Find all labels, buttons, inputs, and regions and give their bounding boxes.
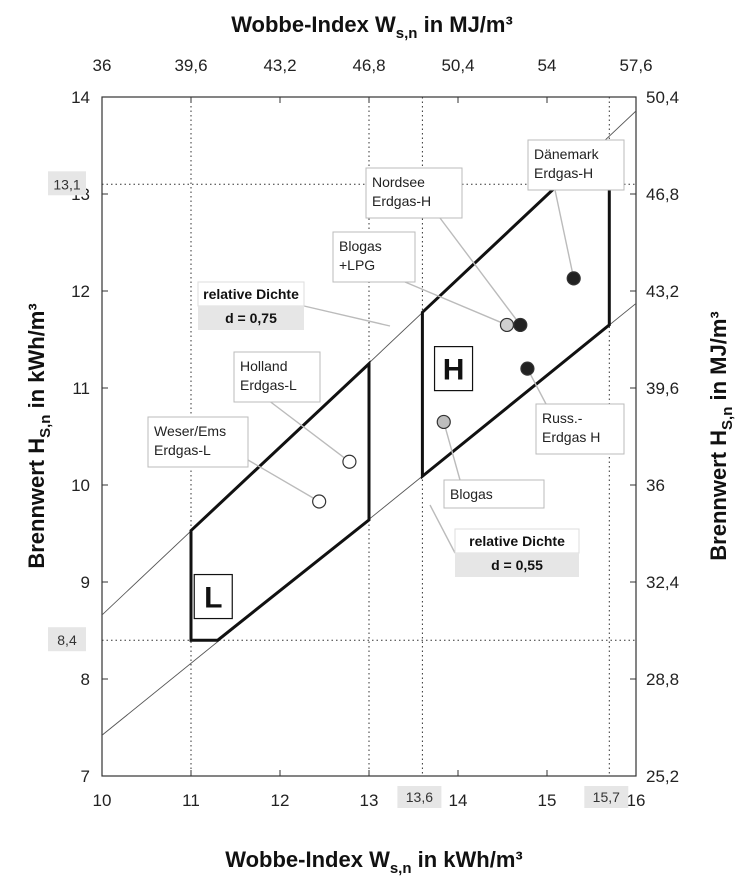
left-axis-title-unit: in kWh/m³ [24, 303, 49, 414]
callout-leader [555, 190, 574, 278]
x-bottom-tick-label: 16 [627, 791, 646, 810]
y-right-tick-label: 25,2 [646, 767, 679, 786]
callout-label: Erdgas-H [372, 193, 431, 209]
y-left-tick-label: 12 [71, 282, 90, 301]
callout-label: +LPG [339, 257, 375, 273]
callout-label: Erdgas H [542, 429, 600, 445]
plot-area: 10 11 12 13 14 15 16 36 39,6 43,2 46,8 50,4 54 57,6 7 8… [48, 56, 679, 810]
top-axis-title: Wobbe-Index Ws,n in MJ/m³ [231, 12, 513, 42]
data-point [500, 318, 513, 331]
right-axis-title: Brennwert HS,n in MJ/m³ [706, 311, 736, 560]
x-bottom-tick-label: 15 [538, 791, 557, 810]
region-H-label: H [443, 354, 465, 387]
top-axis-title-main: Wobbe-Index W [231, 12, 396, 37]
callout-label: Erdgas-L [240, 377, 297, 393]
data-point [343, 455, 356, 468]
top-axis-title-sub: s,n [396, 25, 418, 42]
y-left-tick-label: 9 [81, 573, 90, 592]
callout-label: Weser/Ems [154, 423, 226, 439]
callout-label: Blogas [450, 486, 493, 502]
density-callout-leader [304, 306, 390, 326]
region-L-label: L [204, 582, 222, 615]
callout-label: Erdgas-H [534, 165, 593, 181]
highlight-y-label: 13,1 [53, 176, 80, 192]
bottom-axis-title: Wobbe-Index Ws,n in kWh/m³ [225, 847, 523, 876]
highlight-y-label: 8,4 [57, 632, 77, 648]
callout-leader [405, 282, 507, 325]
right-axis-title-unit: in MJ/m³ [706, 311, 731, 406]
top-axis-title-unit: in MJ/m³ [417, 12, 512, 37]
y-right-tick-label: 32,4 [646, 573, 679, 592]
y-right-tick-label: 28,8 [646, 670, 679, 689]
y-right-tick-label: 36 [646, 476, 665, 495]
bottom-axis-title-main: Wobbe-Index W [225, 847, 390, 872]
y-left-tick-label: 7 [81, 767, 90, 786]
y-right-tick-label: 50,4 [646, 88, 679, 107]
density-callout-value: d = 0,55 [491, 557, 543, 573]
callout-leader [440, 218, 520, 325]
x-top-tick-label: 57,6 [619, 56, 652, 75]
bottom-axis-title-sub: s,n [390, 860, 412, 876]
density-callout-name: relative Dichte [203, 286, 299, 302]
x-bottom-tick-label: 10 [93, 791, 112, 810]
right-axis-title-main: Brennwert H [706, 430, 731, 561]
x-top-tick-label: 46,8 [352, 56, 385, 75]
data-point [437, 415, 450, 428]
density-callout-name: relative Dichte [469, 533, 565, 549]
callout-label: Holland [240, 358, 287, 374]
y-right-tick-label: 46,8 [646, 185, 679, 204]
density-callout-value: d = 0,75 [225, 310, 277, 326]
x-bottom-tick-label: 12 [271, 791, 290, 810]
x-top-tick-label: 36 [93, 56, 112, 75]
callout-label: Nordsee [372, 174, 425, 190]
x-bottom-tick-label: 11 [182, 791, 200, 810]
y-left-tick-label: 10 [71, 476, 90, 495]
x-bottom-tick-label: 13 [360, 791, 379, 810]
x-top-tick-label: 39,6 [174, 56, 207, 75]
x-top-tick-label: 50,4 [441, 56, 474, 75]
y-right-tick-label: 39,6 [646, 379, 679, 398]
x-top-tick-label: 43,2 [263, 56, 296, 75]
left-axis-title: Brennwert HS,n in kWh/m³ [24, 303, 54, 568]
data-point [313, 495, 326, 508]
right-axis-title-sub: S,n [719, 407, 736, 430]
x-bottom-tick-label: 14 [449, 791, 468, 810]
callout-label: Russ.- [542, 410, 583, 426]
callout-label: Erdgas-L [154, 442, 211, 458]
highlight-x-label: 15,7 [593, 789, 620, 805]
callout-leader [268, 400, 349, 462]
data-point [514, 318, 527, 331]
callout-leader [444, 422, 460, 480]
callout-label: Dänemark [534, 146, 600, 162]
y-right-tick-label: 43,2 [646, 282, 679, 301]
data-point [567, 272, 580, 285]
highlight-x-label: 13,6 [406, 789, 433, 805]
y-left-tick-label: 14 [71, 88, 90, 107]
left-axis-title-sub: S,n [37, 415, 54, 438]
y-left-tick-label: 8 [81, 670, 90, 689]
callout-leader [248, 460, 319, 501]
callout-label: Blogas [339, 238, 382, 254]
y-left-tick-label: 11 [72, 379, 90, 398]
density-callout-leader [430, 505, 455, 553]
left-axis-title-main: Brennwert H [24, 438, 49, 569]
x-top-tick-label: 54 [538, 56, 557, 75]
bottom-axis-title-unit: in kWh/m³ [412, 847, 523, 872]
data-point [521, 362, 534, 375]
